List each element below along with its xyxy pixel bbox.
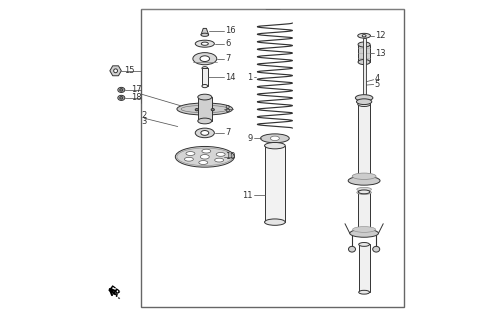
Ellipse shape [200,33,208,36]
Ellipse shape [195,108,198,111]
Text: 4: 4 [374,74,379,83]
Ellipse shape [195,128,214,138]
Ellipse shape [356,188,371,191]
Ellipse shape [348,176,379,185]
Text: 11: 11 [241,191,252,200]
Ellipse shape [264,219,285,225]
Ellipse shape [260,134,289,143]
Ellipse shape [362,35,365,37]
Ellipse shape [118,95,125,100]
Ellipse shape [120,97,123,99]
Ellipse shape [197,118,211,124]
Ellipse shape [349,229,378,237]
Ellipse shape [197,94,211,100]
Text: 17: 17 [131,85,141,94]
Bar [358,192,369,233]
Ellipse shape [181,105,228,113]
Text: FR.: FR. [105,284,124,301]
Ellipse shape [185,152,194,156]
Ellipse shape [176,103,232,115]
Ellipse shape [357,60,369,65]
Text: 2: 2 [141,111,146,120]
Ellipse shape [195,40,214,47]
Text: 5: 5 [374,80,379,89]
Ellipse shape [264,142,285,149]
Ellipse shape [201,42,208,45]
Ellipse shape [175,147,234,167]
Bar [357,104,370,182]
Text: 16: 16 [225,27,235,36]
Text: 18: 18 [131,93,141,102]
Text: 15: 15 [124,66,134,75]
Ellipse shape [201,84,207,88]
Text: 9: 9 [247,134,252,143]
Text: 1: 1 [247,73,252,82]
Ellipse shape [199,56,209,61]
Ellipse shape [372,246,379,252]
Ellipse shape [211,108,214,111]
Ellipse shape [358,290,369,294]
Bar [197,97,211,121]
Bar [358,244,369,292]
Text: 12: 12 [374,31,384,40]
Ellipse shape [270,136,279,140]
Ellipse shape [214,158,223,162]
Ellipse shape [355,95,372,101]
Ellipse shape [348,246,355,252]
Text: 8: 8 [224,105,230,114]
Bar [357,44,369,62]
Ellipse shape [113,69,117,73]
Ellipse shape [352,227,375,232]
Bar [264,146,285,222]
Text: 6: 6 [225,39,230,48]
Ellipse shape [201,67,207,70]
Bar [141,9,403,307]
Text: 10: 10 [224,152,235,161]
Ellipse shape [184,157,193,161]
Text: 13: 13 [374,49,384,58]
Ellipse shape [357,102,370,107]
Bar [362,38,365,96]
Ellipse shape [358,190,369,194]
Bar [201,68,207,86]
Ellipse shape [200,131,208,135]
Text: 7: 7 [225,54,230,63]
Ellipse shape [200,155,209,159]
Text: 7: 7 [225,128,230,137]
Ellipse shape [358,231,369,235]
Ellipse shape [352,173,375,180]
Ellipse shape [357,33,370,38]
Ellipse shape [198,161,207,164]
Ellipse shape [118,87,125,92]
Ellipse shape [356,99,371,105]
Ellipse shape [216,152,224,156]
Ellipse shape [357,42,369,47]
Ellipse shape [192,52,216,65]
Ellipse shape [358,243,369,246]
Ellipse shape [201,149,210,153]
Text: 14: 14 [225,73,235,82]
Ellipse shape [356,191,371,195]
Polygon shape [200,28,208,35]
Text: 3: 3 [141,116,146,126]
Ellipse shape [120,89,123,91]
